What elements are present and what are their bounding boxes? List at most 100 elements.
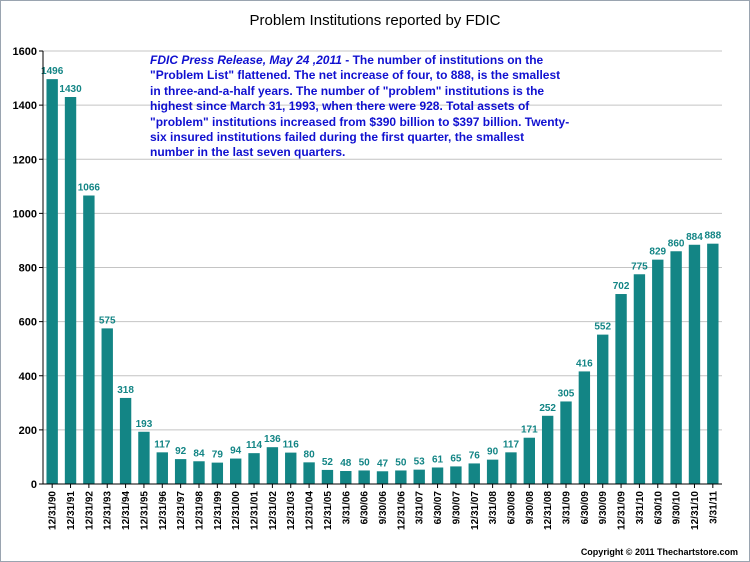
y-tick-label: 1000 [13, 208, 37, 220]
x-tick-label: 9/30/10 [672, 491, 683, 525]
data-label: 1430 [59, 84, 82, 95]
data-label: 65 [450, 453, 462, 464]
x-tick-label: 12/31/06 [396, 491, 407, 530]
data-label: 193 [136, 419, 153, 430]
bar [615, 294, 627, 484]
x-tick-label: 12/31/96 [158, 491, 169, 530]
bar [340, 471, 352, 484]
x-tick-label: 9/30/07 [451, 491, 462, 525]
y-tick-label: 1400 [13, 100, 37, 112]
data-label: 76 [469, 450, 481, 461]
data-label: 416 [576, 358, 593, 369]
bar [523, 437, 535, 484]
bar [505, 452, 517, 484]
bar [321, 469, 334, 484]
data-label: 47 [377, 458, 389, 469]
x-tick-label: 12/31/04 [305, 491, 316, 530]
x-tick-label: 12/31/92 [84, 491, 95, 530]
data-label: 50 [359, 457, 371, 468]
x-tick-label: 3/31/08 [488, 491, 499, 525]
bar [395, 470, 407, 484]
bar [541, 415, 554, 484]
x-tick-label: 9/30/06 [378, 491, 389, 525]
y-tick-label: 600 [19, 317, 37, 329]
bar [358, 470, 370, 484]
x-tick-label: 12/31/97 [176, 491, 187, 530]
data-label: 552 [594, 322, 611, 333]
x-tick-label: 3/31/09 [562, 491, 573, 525]
x-tick-label: 12/31/10 [690, 491, 701, 530]
x-tick-label: 12/31/02 [268, 491, 279, 530]
bar [230, 458, 242, 484]
x-tick-label: 9/30/09 [598, 491, 609, 525]
data-label: 94 [230, 446, 242, 457]
bar [688, 244, 701, 484]
bar [450, 466, 462, 484]
y-tick-label: 1600 [13, 46, 37, 58]
bar [174, 459, 187, 484]
data-label: 888 [704, 231, 721, 242]
bar [560, 401, 572, 484]
x-tick-label: 12/31/07 [470, 491, 481, 530]
data-label: 116 [283, 440, 300, 451]
data-label: 48 [340, 458, 352, 469]
bar [431, 467, 444, 484]
bar [413, 469, 425, 484]
x-tick-label: 6/30/07 [433, 491, 444, 525]
x-tick-label: 3/31/07 [415, 491, 426, 525]
data-label: 61 [432, 454, 444, 465]
bar [138, 431, 150, 484]
bar [248, 453, 260, 484]
x-tick-label: 12/31/08 [543, 491, 554, 530]
data-label: 114 [246, 440, 263, 451]
data-label: 171 [521, 425, 538, 436]
bar [652, 259, 664, 484]
x-tick-label: 12/31/01 [250, 491, 261, 530]
x-tick-label: 3/31/10 [635, 491, 646, 525]
x-tick-label: 6/30/08 [506, 491, 517, 525]
bar [486, 459, 499, 484]
data-label: 79 [212, 450, 224, 461]
x-tick-label: 12/31/09 [617, 491, 628, 530]
bar [193, 461, 205, 484]
data-label: 860 [668, 238, 685, 249]
bar [578, 371, 591, 484]
bar [266, 447, 279, 484]
x-tick-label: 6/30/09 [580, 491, 591, 525]
copyright-notice: Copyright © 2011 Thechartstore.com [580, 547, 738, 557]
bar [633, 274, 646, 484]
data-label: 702 [613, 281, 630, 292]
x-tick-label: 12/31/00 [231, 491, 242, 530]
bar [285, 452, 297, 484]
data-label: 52 [322, 457, 334, 468]
x-tick-label: 3/31/11 [708, 491, 719, 524]
data-label: 575 [99, 315, 116, 326]
x-tick-label: 6/30/10 [653, 491, 664, 525]
bar [468, 463, 480, 484]
data-label: 252 [539, 403, 556, 414]
x-tick-label: 12/31/94 [121, 491, 132, 530]
y-tick-label: 400 [19, 371, 37, 383]
x-tick-label: 12/31/90 [48, 491, 59, 530]
data-label: 136 [264, 434, 281, 445]
x-tick-label: 12/31/99 [213, 491, 224, 530]
data-label: 90 [487, 447, 499, 458]
chart-title: Problem Institutions reported by FDIC [249, 12, 501, 29]
data-label: 84 [193, 448, 205, 459]
annotation-lead: FDIC Press Release, May 24 ,2011 [150, 53, 342, 67]
bar [597, 334, 609, 484]
data-label: 884 [686, 232, 703, 243]
press-release-annotation: FDIC Press Release, May 24 ,2011 - The n… [150, 53, 570, 161]
y-tick-label: 0 [31, 479, 37, 491]
bar [376, 471, 389, 484]
data-label: 775 [631, 261, 648, 272]
bar [707, 243, 719, 484]
bar [156, 452, 168, 484]
data-label: 80 [304, 449, 316, 460]
y-tick-label: 800 [19, 263, 37, 275]
x-tick-label: 12/31/93 [103, 491, 114, 530]
bar [101, 328, 113, 484]
data-label: 1066 [78, 183, 101, 194]
x-tick-label: 12/31/95 [139, 491, 150, 530]
